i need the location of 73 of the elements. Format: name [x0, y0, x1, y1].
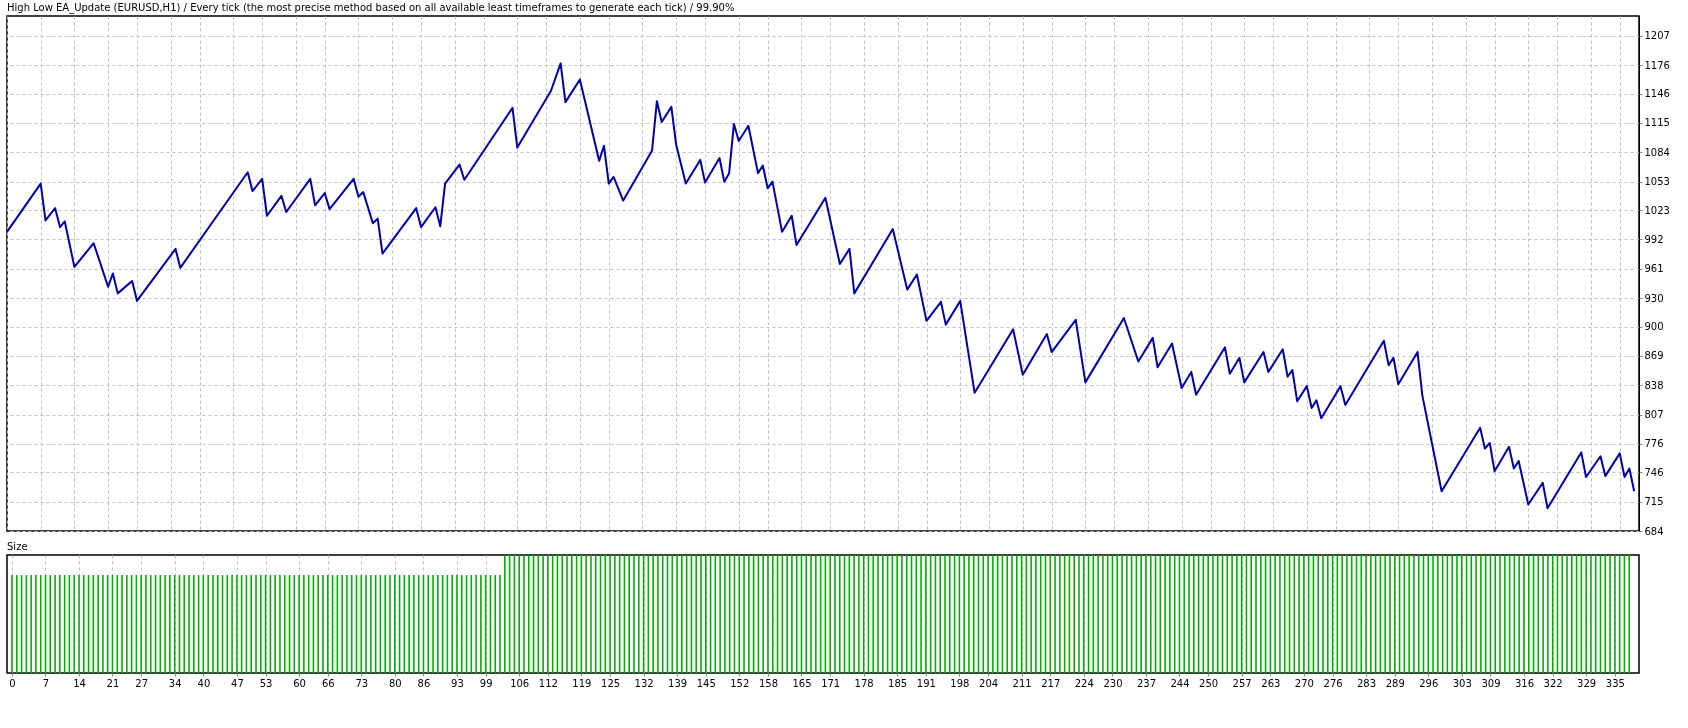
x-tick-label: 93: [451, 677, 464, 689]
x-tick-label: 171: [821, 677, 841, 689]
y-tick-label: 961: [1644, 263, 1664, 275]
x-tick-label: 237: [1136, 677, 1157, 689]
x-tick-label: 158: [758, 677, 779, 689]
x-tick-label: 263: [1261, 677, 1281, 689]
x-tick-label: 322: [1543, 677, 1563, 689]
x-tick-label: 145: [696, 677, 716, 689]
y-tick-label: 1023: [1644, 204, 1670, 216]
x-tick-label: 7: [42, 677, 50, 689]
x-tick-label: 296: [1419, 677, 1439, 689]
y-tick-label: 807: [1644, 409, 1664, 421]
x-tick-label: 198: [950, 677, 970, 689]
y-tick-label: 1084: [1644, 146, 1670, 158]
x-tick-label: 53: [259, 677, 273, 689]
x-tick-label: 165: [792, 677, 812, 689]
x-tick-label: 27: [135, 677, 149, 689]
x-tick-label: 80: [388, 677, 402, 689]
y-tick-label: 1207: [1644, 30, 1670, 42]
x-tick-label: 66: [321, 677, 335, 689]
x-tick-label: 60: [293, 677, 306, 689]
x-tick-label: 99: [479, 677, 493, 689]
x-tick-label: 178: [854, 677, 874, 689]
y-tick-label: 838: [1644, 379, 1664, 391]
x-tick-label: 106: [510, 677, 530, 689]
y-tick-label: 715: [1644, 496, 1664, 508]
chart-title: High Low EA_Update (EURUSD,H1) / Every tick (the most precise method based on all available least timeframes to generate each tick) / 99.90%: [7, 2, 735, 14]
x-tick-label: 185: [888, 677, 908, 689]
x-tick-label: 257: [1232, 677, 1252, 689]
x-tick-label: 119: [572, 677, 592, 689]
y-tick-label: 930: [1644, 292, 1664, 304]
x-tick-label: 303: [1452, 677, 1472, 689]
x-tick-label: 276: [1323, 677, 1343, 689]
x-tick-label: 14: [73, 677, 86, 689]
x-tick-label: 47: [231, 677, 244, 689]
x-tick-label: 152: [730, 677, 750, 689]
x-tick-label: 217: [1041, 677, 1061, 689]
x-tick-label: 0: [9, 677, 16, 689]
x-tick-label: 34: [168, 677, 182, 689]
x-tick-label: 289: [1385, 677, 1405, 689]
x-tick-label: 283: [1357, 677, 1377, 689]
x-tick-label: 250: [1199, 677, 1219, 689]
y-tick-label: 684: [1644, 525, 1664, 537]
x-tick-label: 211: [1012, 677, 1032, 689]
line-series: [7, 62, 1636, 510]
x-tick-label: 40: [197, 677, 211, 689]
x-tick-label: 230: [1103, 677, 1123, 689]
y-tick-label: 746: [1644, 466, 1664, 478]
x-tick-label: 73: [355, 677, 369, 689]
x-tick-label: 309: [1481, 677, 1501, 689]
x-tick-label: 244: [1170, 677, 1190, 689]
x-tick-label: 191: [916, 677, 936, 689]
x-tick-label: 335: [1605, 677, 1625, 689]
x-tick-label: 112: [538, 677, 558, 689]
y-tick-label: 900: [1644, 321, 1664, 333]
x-tick-label: 21: [106, 677, 120, 689]
chart-title: Size: [7, 541, 28, 552]
x-tick-label: 86: [417, 677, 431, 689]
x-tick-label: 125: [601, 677, 621, 689]
x-tick-label: 204: [979, 677, 999, 689]
x-tick-label: 132: [634, 677, 654, 689]
y-tick-label: 776: [1644, 438, 1664, 450]
y-tick-label: 869: [1644, 350, 1664, 362]
x-tick-label: 270: [1294, 677, 1314, 689]
y-tick-label: 992: [1644, 233, 1664, 245]
x-tick-label: 329: [1577, 677, 1597, 689]
y-tick-label: 1176: [1644, 59, 1670, 71]
y-tick-label: 1115: [1644, 117, 1670, 129]
y-tick-label: 1053: [1644, 176, 1670, 188]
x-tick-label: 316: [1514, 677, 1534, 689]
x-tick-label: 224: [1074, 677, 1094, 689]
x-tick-label: 139: [668, 677, 688, 689]
y-tick-label: 1146: [1644, 88, 1670, 100]
